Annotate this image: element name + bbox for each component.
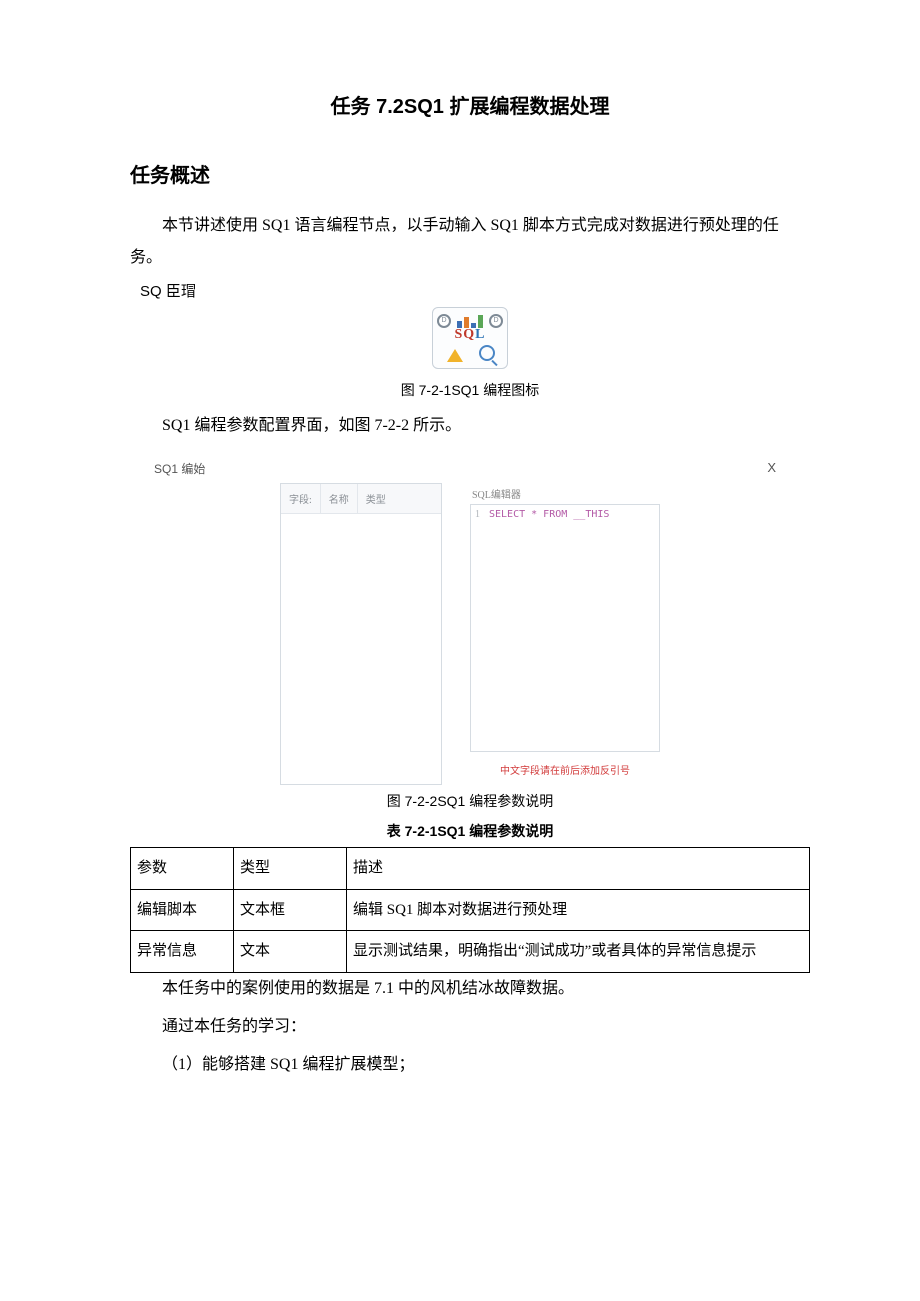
table-cell: 描述 [347, 848, 810, 890]
col-name: 名称 [321, 484, 358, 513]
sq-label: SQ 臣瑁 [140, 280, 810, 301]
table-cell: 类型 [234, 848, 347, 890]
table-caption: 表 7-2-1SQ1 编程参数说明 [130, 821, 810, 841]
table-cell: 文本 [234, 931, 347, 973]
table-cell: 异常信息 [131, 931, 234, 973]
table-cell: 显示测试结果，明确指出“测试成功”或者具体的异常信息提示 [347, 931, 810, 973]
intro-paragraph: 本节讲述使用 SQ1 语言编程节点，以手动输入 SQ1 脚本方式完成对数据进行预… [130, 210, 810, 274]
sql-statement: SELECT * FROM __THIS [489, 509, 609, 520]
line-number: 1 [475, 509, 480, 520]
param-line: SQ1 编程参数配置界面，如图 7-2-2 所示。 [130, 410, 810, 442]
col-type: 类型 [358, 484, 441, 513]
section-heading: 任务概述 [130, 159, 810, 188]
bullet-1: （1）能够搭建 SQ1 编程扩展模型； [130, 1049, 810, 1081]
port-right-icon: D [489, 314, 503, 328]
after-table-1: 本任务中的案例使用的数据是 7.1 中的风机结冰故障数据。 [130, 973, 810, 1005]
table-cell: 编辑脚本 [131, 889, 234, 931]
table-cell: 编辑 SQ1 脚本对数据进行预处理 [347, 889, 810, 931]
warning-icon [447, 349, 463, 362]
sql-editor[interactable]: 1 SELECT * FROM __THIS [470, 504, 660, 752]
fields-header: 字段: 名称 类型 [281, 484, 441, 514]
fields-panel: 字段: 名称 类型 [280, 483, 442, 785]
table-cell: 参数 [131, 848, 234, 890]
figure-sql-icon: D D SQL [130, 307, 810, 374]
dialog-close-button[interactable]: X [767, 460, 776, 477]
bars-icon [457, 314, 485, 328]
document-page: 任务 7.2SQ1 扩展编程数据处理 任务概述 本节讲述使用 SQ1 语言编程节… [0, 0, 920, 1141]
figure1-caption: 图 7-2-1SQ1 编程图标 [130, 380, 810, 400]
param-table: 参数 类型 描述 编辑脚本 文本框 编辑 SQ1 脚本对数据进行预处理 异常信息… [130, 847, 810, 973]
table-row: 参数 类型 描述 [131, 848, 810, 890]
editor-hint: 中文字段请在前后添加反引号 [470, 762, 660, 777]
sql-word: SQL [433, 327, 507, 343]
table-cell: 文本框 [234, 889, 347, 931]
sql-icon-tile: D D SQL [432, 307, 508, 369]
dialog-header: SQ1 编始 X [154, 460, 806, 477]
editor-panel: SQL编辑器 1 SELECT * FROM __THIS 中文字段请在前后添加… [470, 483, 660, 783]
dialog-title: SQ1 编始 [154, 460, 205, 477]
port-left-icon: D [437, 314, 451, 328]
magnifier-icon [479, 345, 495, 361]
figure2-caption: 图 7-2-2SQ1 编程参数说明 [130, 791, 810, 811]
col-field: 字段: [281, 484, 321, 513]
document-title: 任务 7.2SQ1 扩展编程数据处理 [130, 90, 810, 119]
after-table-2: 通过本任务的学习： [130, 1011, 810, 1043]
table-row: 编辑脚本 文本框 编辑 SQ1 脚本对数据进行预处理 [131, 889, 810, 931]
table-row: 异常信息 文本 显示测试结果，明确指出“测试成功”或者具体的异常信息提示 [131, 931, 810, 973]
dialog-body: 字段: 名称 类型 SQL编辑器 1 SELECT * FROM __THIS … [130, 483, 810, 785]
editor-label: SQL编辑器 [470, 483, 660, 504]
